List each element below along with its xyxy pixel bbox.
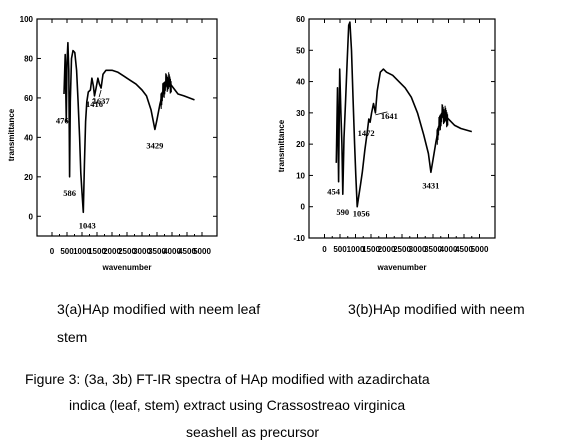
x-tick-label: 1500: [362, 245, 380, 254]
peak-leader-line: [98, 89, 102, 98]
x-tick-label: 4000: [163, 247, 181, 256]
x-tick-label: 1500: [88, 247, 106, 256]
caption-left: 3(a)HAp modified with neem leaf: [57, 301, 261, 317]
y-tick-label: 20: [296, 140, 305, 149]
x-tick-label: 5000: [193, 247, 211, 256]
y-tick-label: 10: [296, 171, 305, 180]
peak-label: 590: [336, 207, 349, 217]
peak-leader-line: [375, 111, 388, 116]
y-axis-label: transmittance: [7, 108, 16, 161]
y-axis-label: transmittance: [277, 119, 286, 172]
peak-label: 476: [56, 116, 69, 126]
spectrum-noise: [436, 104, 449, 145]
y-tick-label: -10: [293, 234, 305, 243]
peak-label: 3431: [422, 180, 439, 190]
x-axis-label: wavenumber: [102, 263, 152, 272]
plot-frame: [36, 18, 218, 237]
x-tick-label: 3000: [133, 247, 151, 256]
caption-right: 3(b)HAp modified with neem: [348, 301, 525, 317]
y-tick-label: 40: [24, 133, 33, 142]
x-tick-label: 2500: [393, 245, 411, 254]
peak-leader-line: [92, 97, 95, 101]
x-tick-label: 4500: [455, 245, 473, 254]
peak-label: 1472: [358, 128, 375, 138]
y-tick-label: 30: [296, 109, 305, 118]
peak-label: 586: [63, 188, 76, 198]
spectrum-noise: [160, 72, 172, 110]
peak-label: 454: [327, 187, 341, 197]
x-tick-label: 0: [322, 245, 327, 254]
x-tick-label: 500: [60, 247, 74, 256]
y-tick-label: 80: [24, 54, 33, 63]
peak-label: 1056: [353, 209, 370, 219]
y-tick-label: 60: [24, 94, 33, 103]
x-tick-label: 2000: [378, 245, 396, 254]
x-tick-label: 2000: [103, 247, 121, 256]
x-tick-label: 3000: [409, 245, 427, 254]
caption-left-wrap: stem: [57, 329, 88, 345]
peak-label: 1637: [93, 96, 111, 106]
x-tick-label: 500: [333, 245, 347, 254]
x-tick-label: 5000: [471, 245, 489, 254]
x-tick-label: 0: [50, 247, 55, 256]
chart-b: 0 500 100015002000250030003500400045005000…: [277, 15, 496, 272]
figure-caption-line-1: Figure 3: (3a, 3b) FT-IR spectra of HAp …: [25, 371, 430, 387]
figure-caption-line-2: indica (leaf, stem) extract using Crasso…: [69, 397, 406, 413]
x-tick-label: 1000: [73, 247, 91, 256]
spectrum-line: [335, 21, 473, 208]
x-tick-label: 2500: [118, 247, 136, 256]
peak-label: 1043: [79, 220, 96, 230]
y-tick-label: 60: [296, 15, 305, 24]
y-tick-label: 0: [29, 212, 34, 221]
x-tick-label: 4000: [440, 245, 458, 254]
y-tick-label: 20: [24, 173, 33, 182]
x-tick-label: 3500: [424, 245, 442, 254]
y-tick-label: 50: [296, 46, 305, 55]
peak-label: 1641: [381, 111, 398, 121]
x-axis-label: wavenumber: [377, 263, 427, 272]
x-tick-label: 4500: [178, 247, 196, 256]
x-tick-label: 3500: [148, 247, 166, 256]
peak-label: 1416: [86, 99, 103, 109]
spectrum-line: [63, 41, 195, 214]
y-tick-label: 40: [296, 78, 305, 87]
y-tick-label: 100: [20, 15, 34, 24]
chart-a: 0 500 100015002000250030003500400045005000…: [7, 15, 218, 272]
peak-label: 3429: [146, 140, 163, 150]
x-tick-label: 1000: [347, 245, 365, 254]
figure-caption-line-3: seashell as precursor: [186, 424, 320, 440]
y-tick-label: 0: [301, 203, 306, 212]
